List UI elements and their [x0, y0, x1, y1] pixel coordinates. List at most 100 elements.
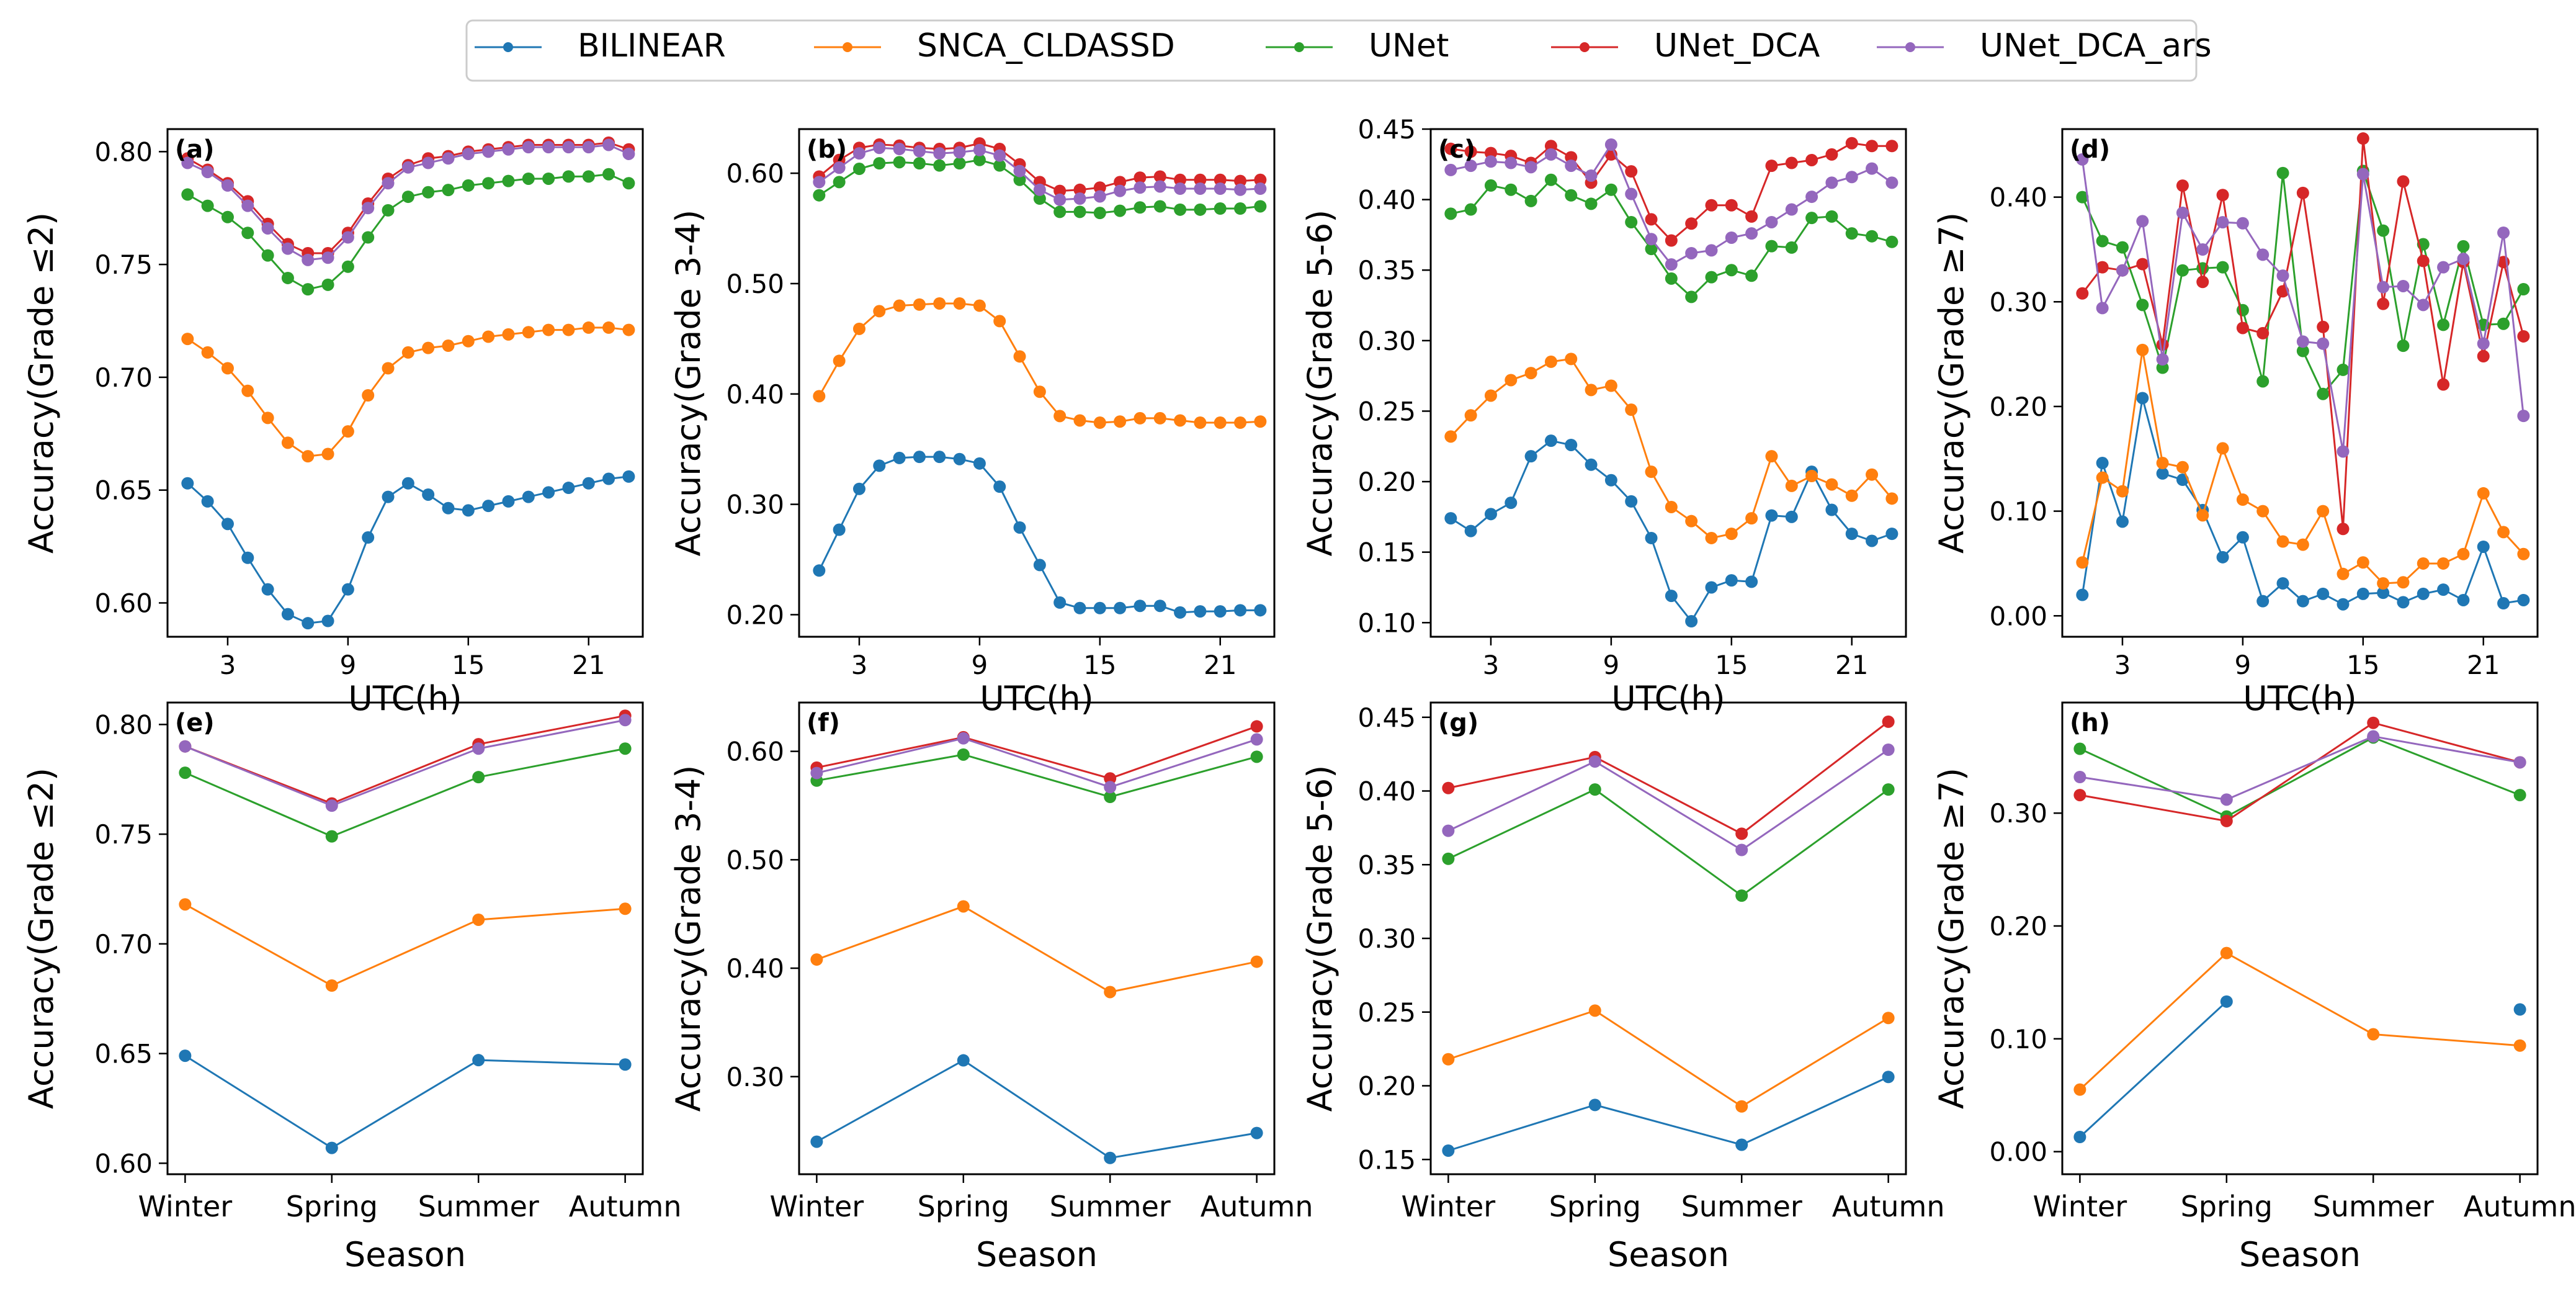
series-snca-cldassd — [813, 297, 1267, 429]
data-point — [2156, 457, 2169, 470]
data-point — [1464, 203, 1477, 216]
data-point — [2317, 505, 2330, 518]
data-point — [2216, 550, 2229, 564]
data-point — [2397, 339, 2410, 353]
x-tick-label: Summer — [2313, 1190, 2434, 1223]
data-point — [362, 389, 375, 402]
data-point — [1073, 414, 1086, 427]
data-point — [2437, 557, 2450, 570]
data-point — [2337, 567, 2350, 580]
series-line — [184, 747, 625, 838]
data-point — [1866, 140, 1879, 153]
y-tick-label: 0.10 — [1357, 608, 1416, 638]
y-tick-label: 0.40 — [1357, 776, 1416, 807]
series-unet-dca-ars — [179, 714, 632, 812]
data-point — [382, 490, 395, 503]
data-point — [2356, 132, 2369, 145]
data-point — [2417, 587, 2430, 600]
x-tick-label: Autumn — [1201, 1190, 1313, 1223]
data-point — [241, 227, 254, 240]
data-point — [833, 354, 846, 367]
chart-panel-a: 0.60 0.65 0.70 0.75 0.80 3 9 15 21 UTC(h) Accuracy… — [22, 128, 644, 718]
series-snca-cldassd — [1442, 1004, 1895, 1113]
data-point — [1093, 416, 1106, 429]
data-point — [522, 326, 535, 339]
data-point — [1033, 385, 1046, 398]
data-point — [2136, 299, 2149, 312]
y-tick-label: 0.20 — [726, 600, 784, 630]
data-point — [813, 176, 826, 189]
x-tick-label: 21 — [1204, 650, 1237, 680]
data-point — [1588, 755, 1601, 768]
data-point — [502, 174, 515, 187]
data-point — [2437, 318, 2450, 331]
data-point — [1153, 200, 1166, 213]
x-tick-label: Summer — [418, 1190, 539, 1223]
data-point — [1484, 389, 1497, 402]
data-point — [1114, 415, 1127, 428]
x-tick-label: 9 — [1603, 650, 1620, 680]
y-tick-label: 0.20 — [1357, 467, 1416, 497]
data-point — [2477, 487, 2490, 500]
data-point — [1705, 199, 1718, 212]
data-point — [1442, 852, 1455, 865]
axes-frame — [166, 128, 644, 638]
y-tick-label: 0.40 — [1989, 182, 2047, 213]
y-tick-label: 0.60 — [94, 1148, 153, 1179]
data-point — [362, 202, 375, 215]
y-tick-label: 0.60 — [726, 737, 784, 767]
data-point — [502, 143, 515, 156]
data-point — [1013, 521, 1026, 534]
y-tick-label: 0.10 — [1989, 1024, 2047, 1054]
data-point — [993, 149, 1006, 162]
data-point — [261, 411, 274, 425]
data-point — [1882, 783, 1895, 796]
data-point — [2073, 789, 2086, 802]
series-snca-cldassd — [810, 900, 1263, 999]
y-tick-label: 0.25 — [1357, 396, 1416, 426]
data-point — [382, 204, 395, 217]
data-point — [973, 457, 986, 470]
data-point — [1845, 171, 1858, 184]
data-point — [1765, 509, 1778, 522]
series-unet-dca-ars — [1442, 744, 1895, 856]
x-tick-label: 21 — [572, 650, 605, 680]
data-point — [2076, 556, 2089, 569]
series-unet — [1444, 173, 1898, 303]
legend-label: UNet_DCA_ars — [1980, 27, 2212, 65]
series-line — [816, 1059, 1257, 1159]
y-axis-label: Accuracy(Grade 5-6) — [1300, 210, 1339, 557]
data-point — [2356, 556, 2369, 569]
data-point — [1725, 231, 1738, 244]
data-point — [2096, 302, 2109, 315]
data-point — [261, 583, 274, 596]
series-snca-cldassd — [2073, 946, 2526, 1096]
data-point — [472, 913, 485, 926]
x-axis-label: UTC(h) — [1611, 679, 1725, 718]
data-point — [2477, 337, 2490, 350]
data-point — [1825, 148, 1838, 161]
data-point — [2236, 303, 2249, 317]
series-line — [2080, 735, 2520, 801]
data-point — [1885, 492, 1898, 505]
y-tick-label: 0.15 — [1357, 1144, 1416, 1175]
data-point — [2477, 349, 2490, 362]
data-point — [1073, 183, 1086, 196]
chart-panel-h: 0.00 0.10 0.20 0.30 Winter Spring Summer Autumn… — [1932, 701, 2576, 1274]
panel-label: (c) — [1438, 135, 1475, 164]
data-point — [2497, 226, 2510, 239]
data-point — [179, 1049, 192, 1063]
data-point — [1505, 496, 1518, 510]
y-tick-label: 0.65 — [94, 1039, 153, 1069]
data-point — [1234, 416, 1247, 429]
data-point — [2317, 320, 2330, 333]
data-point — [2073, 1083, 2086, 1096]
series-bilinear — [179, 1049, 632, 1154]
y-tick-label: 0.30 — [726, 1062, 784, 1092]
y-tick-label: 0.80 — [94, 709, 153, 740]
legend-item-bilinear: BILINEAR — [475, 27, 726, 65]
series-bilinear — [2076, 392, 2530, 611]
x-tick-label: Autumn — [569, 1190, 682, 1223]
data-point — [1785, 203, 1798, 216]
panel-label: (d) — [2070, 135, 2110, 164]
